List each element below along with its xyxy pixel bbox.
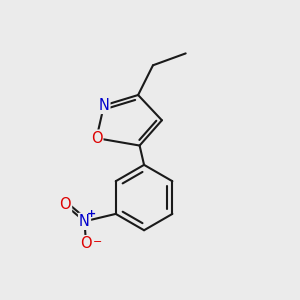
Text: N: N (98, 98, 110, 113)
Text: −: − (93, 237, 102, 247)
Text: O: O (80, 236, 92, 251)
Text: N: N (79, 214, 90, 229)
Text: O: O (59, 197, 71, 212)
Text: O: O (91, 130, 102, 146)
Text: +: + (87, 209, 97, 219)
